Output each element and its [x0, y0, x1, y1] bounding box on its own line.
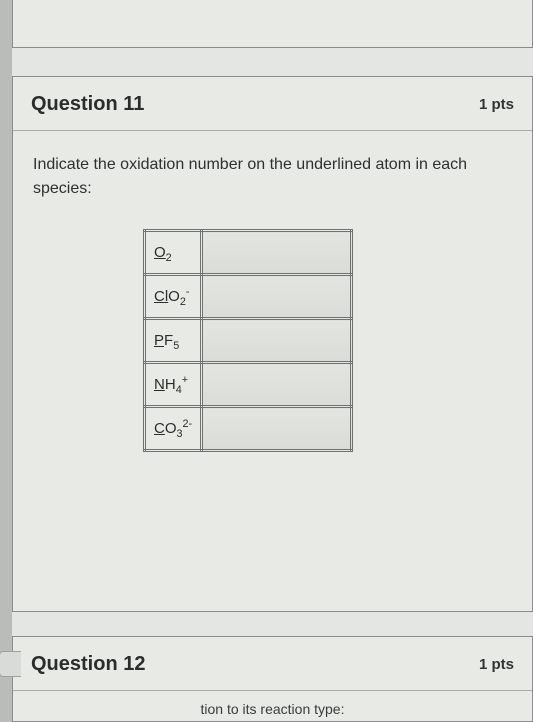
question-11-body: Indicate the oxidation number on the und…	[13, 131, 532, 611]
species-label: NH4+	[145, 363, 202, 407]
question-11-header: Question 11 1 pts	[13, 77, 532, 131]
question-12-title: Question 12	[31, 653, 145, 676]
table-row: CO32-	[145, 407, 352, 451]
table-row: O2	[145, 231, 352, 275]
question-12-body: tion to its reaction type:	[13, 691, 532, 721]
species-label: PF5	[145, 319, 202, 363]
question-11-prompt: Indicate the oxidation number on the und…	[33, 153, 512, 201]
oxidation-input-cell[interactable]	[202, 275, 352, 319]
question-12-card: Question 12 1 pts tion to its reaction t…	[12, 636, 533, 722]
question-12-partial-text: tion to its reaction type:	[33, 701, 512, 717]
previous-question-stub	[12, 0, 533, 48]
oxidation-input-cell[interactable]	[202, 363, 352, 407]
question-11-card: Question 11 1 pts Indicate the oxidation…	[12, 76, 533, 612]
question-12-points: 1 pts	[479, 656, 514, 673]
oxidation-table: O2 ClO2- PF5	[143, 229, 353, 452]
table-row: NH4+	[145, 363, 352, 407]
table-row: PF5	[145, 319, 352, 363]
question-11-points: 1 pts	[479, 96, 514, 113]
species-label: ClO2-	[145, 275, 202, 319]
table-row: ClO2-	[145, 275, 352, 319]
oxidation-input-cell[interactable]	[202, 319, 352, 363]
oxidation-input-cell[interactable]	[202, 231, 352, 275]
bookmark-icon[interactable]	[0, 651, 21, 677]
species-label: CO32-	[145, 407, 202, 451]
question-12-header: Question 12 1 pts	[13, 637, 532, 691]
species-label: O2	[145, 231, 202, 275]
question-11-title: Question 11	[31, 93, 144, 116]
oxidation-input-cell[interactable]	[202, 407, 352, 451]
